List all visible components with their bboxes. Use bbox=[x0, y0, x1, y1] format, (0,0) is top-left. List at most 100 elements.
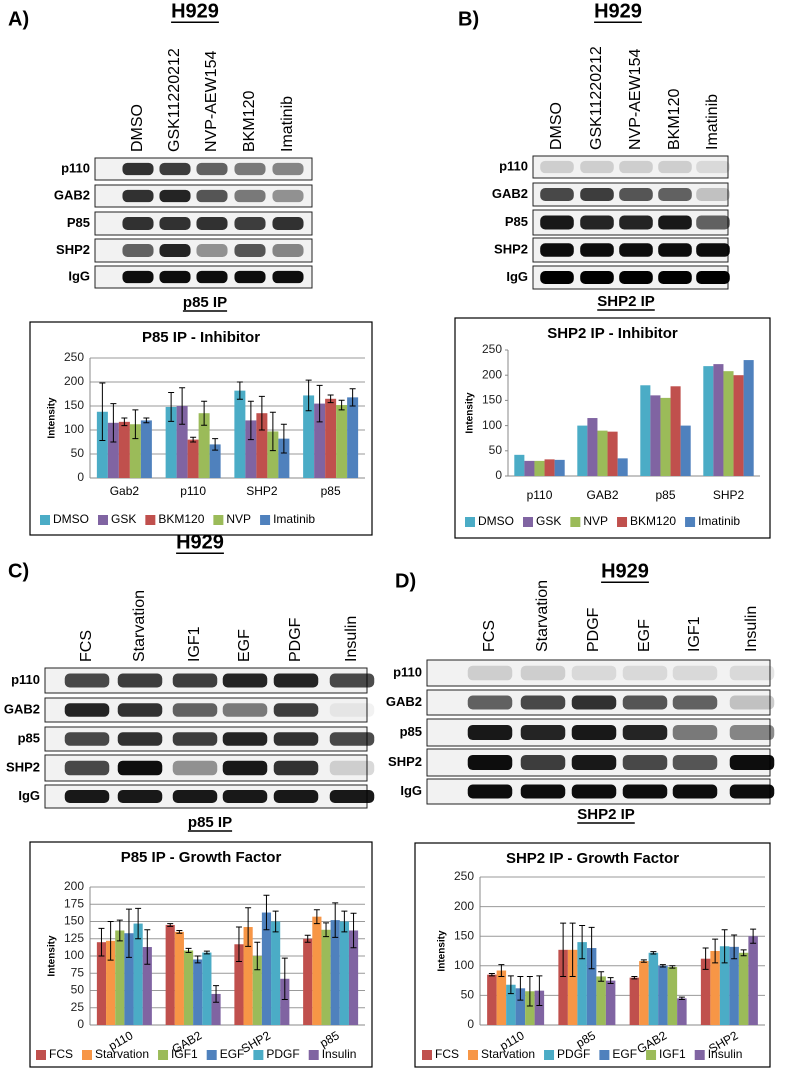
blot-band bbox=[580, 160, 614, 174]
blot-band bbox=[696, 215, 730, 230]
bar bbox=[524, 460, 535, 476]
error-bar bbox=[349, 388, 356, 407]
blot-band bbox=[619, 271, 653, 284]
legend-swatch bbox=[253, 1050, 264, 1060]
blot-band bbox=[117, 790, 163, 803]
blot-band bbox=[658, 188, 692, 201]
blot-band bbox=[272, 244, 304, 257]
bar bbox=[106, 940, 116, 1025]
legend-swatch bbox=[617, 517, 628, 527]
blot-band bbox=[172, 732, 218, 746]
error-bar bbox=[702, 947, 709, 970]
bar bbox=[198, 413, 210, 478]
error-bar bbox=[107, 921, 114, 961]
blot-band bbox=[622, 665, 668, 681]
error-bar bbox=[498, 964, 505, 977]
blot-label: p85 bbox=[18, 730, 40, 745]
bar bbox=[677, 998, 687, 1025]
legend-swatch bbox=[422, 1050, 432, 1060]
y-tick-label: 200 bbox=[64, 374, 84, 388]
bar bbox=[303, 938, 313, 1025]
error-bar bbox=[167, 923, 174, 927]
panel-letter: B) bbox=[458, 8, 479, 30]
blot-band bbox=[122, 217, 154, 230]
error-bar bbox=[194, 955, 201, 964]
blot-band bbox=[672, 784, 718, 799]
bar bbox=[245, 420, 257, 478]
legend-swatch bbox=[145, 515, 156, 525]
y-tick-label: 50 bbox=[71, 446, 85, 460]
bar bbox=[174, 931, 184, 1025]
blot-label: p85 bbox=[400, 724, 422, 739]
bar bbox=[640, 385, 651, 476]
blot-band bbox=[622, 695, 668, 710]
error-bar bbox=[281, 957, 288, 1000]
bar bbox=[271, 921, 281, 1025]
blot-band bbox=[234, 162, 266, 176]
blot-band bbox=[272, 217, 304, 230]
bar bbox=[703, 366, 714, 476]
legend-label: DMSO bbox=[53, 512, 89, 526]
blot-band bbox=[729, 724, 775, 741]
blot-band bbox=[272, 189, 304, 203]
error-bar bbox=[168, 392, 175, 422]
blot-label: IgG bbox=[400, 783, 422, 798]
bar bbox=[534, 460, 545, 476]
legend-swatch bbox=[213, 515, 224, 525]
blot-band bbox=[329, 732, 375, 746]
y-tick-label: 150 bbox=[482, 393, 502, 407]
blot-label: P85 bbox=[505, 214, 528, 229]
blot-band bbox=[117, 673, 163, 688]
ip-label: SHP2 IP bbox=[577, 806, 635, 823]
blot-band bbox=[222, 790, 268, 803]
bar bbox=[487, 974, 497, 1025]
error-bar bbox=[143, 417, 150, 424]
bar bbox=[577, 425, 588, 476]
lane-label: BKM120 bbox=[241, 91, 258, 152]
blot-band bbox=[580, 243, 614, 257]
error-bar bbox=[203, 950, 210, 955]
y-tick-label: 200 bbox=[454, 899, 474, 913]
blot-band bbox=[571, 665, 617, 681]
error-bar bbox=[640, 959, 647, 963]
error-bar bbox=[569, 922, 576, 977]
y-tick-label: 100 bbox=[482, 418, 502, 432]
blot-band bbox=[273, 790, 319, 803]
error-bar bbox=[269, 411, 276, 452]
bar bbox=[748, 936, 758, 1025]
error-bar bbox=[560, 922, 567, 977]
bar bbox=[183, 950, 194, 1025]
bar bbox=[650, 395, 661, 476]
blot-label: IgG bbox=[18, 788, 40, 803]
error-bar bbox=[579, 925, 586, 960]
bar bbox=[629, 977, 640, 1025]
blot-strip bbox=[532, 155, 729, 179]
bar bbox=[234, 390, 246, 478]
legend-label: Imatinib bbox=[698, 514, 740, 528]
blot-band bbox=[571, 724, 617, 741]
error-bar bbox=[750, 928, 757, 944]
y-axis-label: Intensity bbox=[437, 930, 448, 972]
lane-label: NVP-AEW154 bbox=[203, 51, 220, 152]
bar bbox=[118, 421, 130, 478]
ip-label: p85 IP bbox=[188, 814, 232, 831]
blot-band bbox=[222, 760, 268, 776]
panel-letter: D) bbox=[395, 570, 416, 592]
blot-band bbox=[672, 695, 718, 710]
bar bbox=[667, 966, 678, 1025]
blot-label: GAB2 bbox=[54, 187, 90, 202]
bar bbox=[496, 970, 507, 1025]
lane-label: Insulin bbox=[343, 616, 360, 662]
bar bbox=[587, 418, 598, 476]
panel-letter: C) bbox=[8, 560, 29, 582]
blot-band bbox=[580, 188, 614, 201]
cell-line: H929 bbox=[594, 0, 642, 22]
blot-band bbox=[658, 160, 692, 174]
bar bbox=[336, 405, 348, 478]
bar bbox=[723, 371, 734, 476]
error-bar bbox=[526, 975, 533, 1007]
y-axis-label: Intensity bbox=[47, 935, 58, 977]
blot-band bbox=[159, 189, 191, 203]
legend-label: DMSO bbox=[478, 514, 514, 528]
x-tick-label: p110 bbox=[180, 484, 206, 498]
